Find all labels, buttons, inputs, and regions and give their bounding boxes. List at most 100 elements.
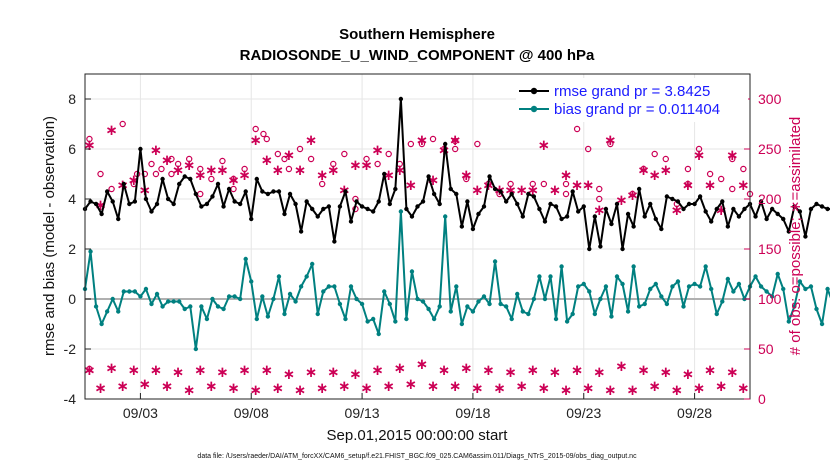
rmse-point <box>382 171 387 177</box>
bias-point <box>160 304 165 309</box>
rmse-point <box>343 189 348 194</box>
rmse-point <box>99 211 104 217</box>
rmse-point <box>581 204 586 209</box>
obs-assimilated-point: ∗ <box>294 162 307 179</box>
obs-assimilated-point: ∗ <box>382 378 395 395</box>
obs-possible-point <box>651 150 658 158</box>
y-right-tick-label: 100 <box>758 291 782 307</box>
bias-point <box>154 291 160 297</box>
footer-file-path: data file: /Users/raeder/DAI/ATM_forcXX/… <box>197 453 637 460</box>
obs-assimilated-point: ∗ <box>637 162 650 179</box>
rmse-point <box>470 226 476 232</box>
obs-assimilated-point: ∗ <box>538 137 551 154</box>
rmse-point <box>348 219 354 224</box>
rmse-point <box>310 206 315 212</box>
rmse-point <box>448 186 453 192</box>
obs-possible-point <box>197 190 204 198</box>
x-tick-label: 09/23 <box>566 405 601 421</box>
bias-point <box>609 314 614 319</box>
obs-possible-point <box>463 175 470 183</box>
rmse-point <box>636 186 642 192</box>
bias-point <box>559 264 564 269</box>
y-tick-label: 8 <box>68 91 76 107</box>
plot-frame <box>84 73 751 400</box>
rmse-point <box>709 219 714 224</box>
bias-point <box>681 304 686 309</box>
obs-possible-point <box>148 160 155 168</box>
bias-point <box>310 261 315 267</box>
bias-point <box>775 271 780 277</box>
rmse-point <box>138 146 143 152</box>
y-right-tick-label: 0 <box>758 391 766 407</box>
obs-assimilated-point: ∗ <box>671 382 684 399</box>
rmse-point <box>321 206 326 212</box>
rmse-point <box>332 239 337 244</box>
obs-possible-point <box>629 190 636 198</box>
obs-assimilated-point: ∗ <box>737 177 750 194</box>
rmse-point <box>509 191 514 197</box>
obs-assimilated-point: ∗ <box>682 366 695 383</box>
rmse-point <box>520 214 525 219</box>
rmse-point <box>792 204 797 209</box>
obs-assimilated-point: ∗ <box>737 380 750 397</box>
rmse-point <box>210 194 215 199</box>
obs-possible-point <box>318 180 326 188</box>
bias-point <box>720 299 725 304</box>
rmse-point <box>298 229 304 234</box>
obs-assimilated-point: ∗ <box>471 182 484 199</box>
rmse-point <box>742 206 747 212</box>
obs-assimilated-point: ∗ <box>626 382 639 399</box>
obs-possible-point <box>607 140 614 148</box>
rmse-point <box>415 204 420 209</box>
obs-possible-point <box>695 145 703 153</box>
bias-point <box>143 286 149 292</box>
bias-point <box>603 284 609 289</box>
x-tick-label: 09/08 <box>234 405 269 421</box>
bias-point <box>553 316 559 322</box>
bias-point <box>498 301 503 307</box>
rmse-point <box>182 174 187 179</box>
obs-possible-point <box>307 155 315 163</box>
bias-point <box>215 304 221 309</box>
rmse-point <box>254 176 259 182</box>
rmse-point <box>260 189 265 194</box>
rmse-point <box>537 206 542 212</box>
obs-possible-point <box>706 170 714 178</box>
series-bias <box>82 209 830 352</box>
x-tick-label: 09/28 <box>677 405 712 421</box>
obs-assimilated-point: ∗ <box>238 167 251 184</box>
rmse-point <box>376 199 381 204</box>
obs-possible-point <box>158 165 165 173</box>
obs-assimilated-point: ∗ <box>127 362 140 379</box>
rmse-point <box>697 194 703 199</box>
rmse-point <box>143 196 149 202</box>
y-right-tick-label: 50 <box>758 341 774 357</box>
rmse-point <box>354 199 359 204</box>
bias-point <box>376 331 381 337</box>
bias-point <box>287 291 293 297</box>
obs-assimilated-point: ∗ <box>427 378 440 395</box>
obs-assimilated-point: ∗ <box>161 378 174 395</box>
bias-point <box>149 301 154 307</box>
bias-point <box>271 296 276 302</box>
bias-point <box>393 319 398 324</box>
bias-point <box>304 274 309 279</box>
obs-assimilated-point: ∗ <box>371 362 384 379</box>
bias-point <box>226 294 232 299</box>
rmse-point <box>188 176 193 182</box>
rmse-point <box>614 201 620 207</box>
obs-assimilated-point: ∗ <box>704 177 717 194</box>
bias-point <box>792 304 797 309</box>
obs-assimilated-point: ∗ <box>449 132 462 149</box>
obs-assimilated-point: ∗ <box>682 177 695 194</box>
rmse-point <box>720 199 725 204</box>
rmse-point <box>465 199 470 204</box>
obs-assimilated-point: ∗ <box>105 360 118 377</box>
obs-assimilated-point: ∗ <box>349 157 362 174</box>
obs-assimilated-point: ∗ <box>105 122 118 139</box>
obs-assimilated-point: ∗ <box>272 380 285 397</box>
bias-point <box>808 284 814 289</box>
bias-point <box>104 309 110 314</box>
rmse-point <box>199 204 204 209</box>
obs-assimilated-point: ∗ <box>172 162 185 179</box>
